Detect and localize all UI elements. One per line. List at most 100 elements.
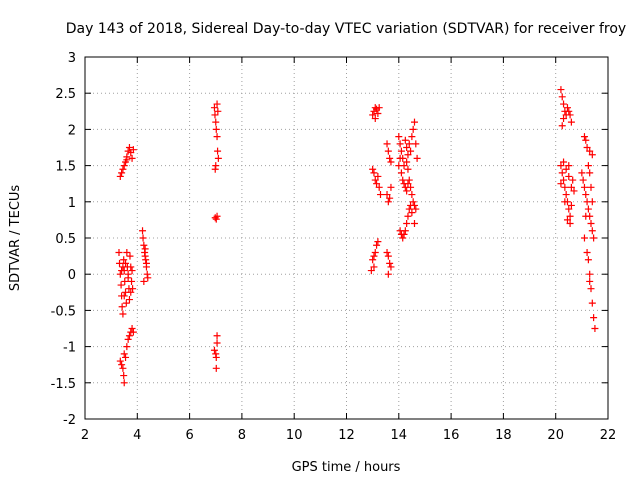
x-tick-label: 2 — [81, 428, 89, 443]
data-point — [129, 328, 137, 336]
data-point — [558, 122, 566, 130]
grid — [85, 57, 608, 419]
y-tick-label: 0.5 — [55, 232, 76, 247]
data-point — [213, 133, 221, 141]
data-point — [213, 100, 221, 108]
data-point — [588, 151, 596, 159]
y-tick-label: 1 — [68, 196, 76, 211]
data-point — [566, 212, 574, 220]
data-point — [584, 162, 592, 170]
data-point — [588, 198, 596, 206]
data-point — [213, 339, 221, 347]
data-point — [127, 263, 135, 271]
data-point — [580, 133, 588, 141]
data-point — [124, 335, 132, 343]
data-point — [570, 187, 578, 195]
data-point — [586, 169, 594, 177]
data-point — [213, 332, 221, 340]
data-points — [115, 86, 599, 387]
data-point — [408, 209, 416, 217]
data-point — [122, 259, 130, 267]
data-point — [560, 158, 568, 166]
x-tick-label: 6 — [185, 428, 193, 443]
data-point — [405, 176, 413, 184]
data-point — [584, 256, 592, 264]
data-point — [567, 183, 575, 191]
data-point — [370, 252, 378, 260]
x-tick-label: 8 — [238, 428, 246, 443]
data-point — [140, 277, 148, 285]
data-point — [397, 147, 405, 155]
data-point — [139, 227, 147, 235]
data-point — [212, 364, 220, 372]
data-point — [140, 241, 148, 249]
data-point — [124, 270, 132, 278]
data-point — [560, 115, 568, 123]
data-point — [409, 125, 417, 133]
data-point — [383, 191, 391, 199]
data-point — [403, 158, 411, 166]
data-point — [404, 212, 412, 220]
data-point — [586, 147, 594, 155]
data-point — [582, 191, 590, 199]
data-point — [562, 191, 570, 199]
x-tick-label: 4 — [133, 428, 141, 443]
data-point — [125, 332, 133, 340]
y-tick-label: 2 — [68, 123, 76, 138]
data-point — [404, 180, 412, 188]
data-point — [399, 176, 407, 184]
data-point — [557, 180, 565, 188]
data-point — [590, 234, 598, 242]
data-point — [580, 183, 588, 191]
data-point — [387, 183, 395, 191]
data-point — [128, 277, 136, 285]
axis-ticks: 2 4 6 8 10 12 14 16 18 20 22 -2 -1.5 -1 -0.5 0 0.5 1 1.5 2 2… — [51, 51, 617, 443]
data-point — [412, 205, 420, 213]
data-point — [369, 256, 377, 264]
data-point — [408, 191, 416, 199]
data-point — [144, 274, 152, 282]
data-point — [560, 176, 568, 184]
data-point — [214, 107, 222, 115]
data-point — [403, 220, 411, 228]
x-tick-label: 18 — [495, 428, 512, 443]
data-point — [583, 144, 591, 151]
data-point — [588, 299, 596, 307]
data-point — [120, 292, 128, 300]
x-tick-label: 14 — [391, 428, 408, 443]
data-point — [565, 162, 573, 170]
data-point — [374, 109, 382, 117]
data-point — [588, 227, 596, 235]
data-point — [560, 100, 568, 108]
data-point — [212, 125, 220, 133]
data-point — [119, 310, 127, 318]
data-point — [557, 86, 565, 94]
data-point — [120, 256, 128, 264]
data-point — [115, 248, 123, 256]
data-point — [408, 133, 416, 141]
x-tick-label: 22 — [600, 428, 617, 443]
data-point — [386, 259, 394, 267]
x-tick-label: 12 — [338, 428, 355, 443]
data-point — [118, 169, 126, 177]
y-tick-label: 0 — [68, 268, 76, 283]
data-point — [371, 248, 379, 256]
data-point — [400, 230, 408, 238]
data-point — [586, 277, 594, 285]
data-point — [373, 180, 381, 188]
data-point — [370, 169, 378, 177]
data-point — [118, 267, 126, 275]
data-point — [404, 165, 412, 173]
data-point — [386, 194, 394, 202]
data-point — [367, 267, 375, 275]
data-point — [582, 212, 590, 220]
data-point — [142, 256, 150, 264]
y-tick-label: -0.5 — [51, 304, 76, 319]
data-point — [384, 252, 392, 260]
data-point — [120, 162, 128, 170]
data-point — [591, 325, 599, 332]
data-point — [121, 277, 129, 285]
data-point — [369, 111, 377, 119]
data-point — [116, 172, 124, 180]
